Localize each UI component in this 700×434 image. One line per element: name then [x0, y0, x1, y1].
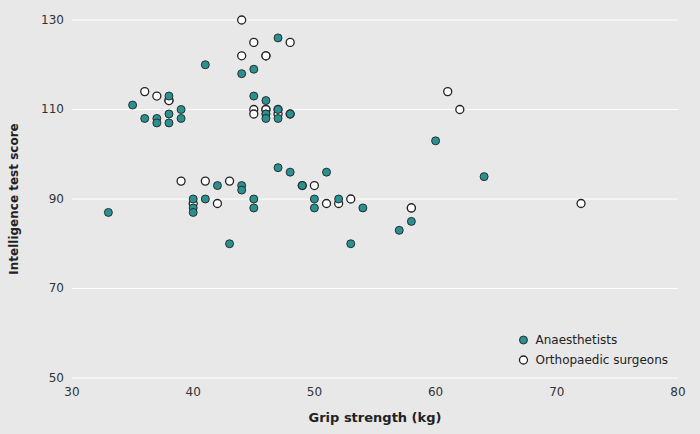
- point: [286, 38, 294, 46]
- point: [226, 177, 234, 185]
- x-tick-label: 30: [64, 385, 79, 399]
- point: [310, 182, 318, 190]
- y-axis-label: Intelligence test score: [7, 123, 21, 274]
- point: [310, 195, 318, 203]
- point: [177, 106, 185, 114]
- point: [238, 52, 246, 60]
- point: [444, 88, 452, 96]
- point: [141, 88, 149, 96]
- point: [274, 164, 282, 172]
- legend-label: Anaesthetists: [535, 333, 617, 347]
- point: [407, 204, 415, 212]
- x-axis-label: Grip strength (kg): [309, 410, 442, 425]
- point: [153, 92, 161, 100]
- point: [347, 240, 355, 248]
- point: [407, 204, 415, 212]
- point: [201, 177, 209, 185]
- chart: 50 70 90 110 130 30 40 50 60 70 80 Grip strength (k…: [0, 0, 700, 434]
- point: [250, 204, 258, 212]
- point: [323, 199, 331, 207]
- x-tick-label: 80: [670, 385, 685, 399]
- legend-marker: [519, 356, 527, 364]
- grid-line: [72, 109, 678, 110]
- y-tick-label: 130: [41, 13, 64, 27]
- point: [250, 92, 258, 100]
- y-tick-label: 70: [49, 281, 64, 295]
- point: [274, 106, 282, 114]
- point: [286, 110, 294, 118]
- series: [104, 34, 488, 248]
- point: [432, 137, 440, 145]
- point: [238, 186, 246, 194]
- point: [480, 173, 488, 181]
- x-tick-label: 40: [186, 385, 201, 399]
- point: [407, 217, 415, 225]
- point: [262, 52, 270, 60]
- legend-marker: [519, 336, 527, 344]
- x-tick-label: 70: [549, 385, 564, 399]
- point: [250, 65, 258, 73]
- point: [129, 101, 137, 109]
- point: [286, 168, 294, 176]
- point: [347, 195, 355, 203]
- point: [298, 182, 306, 190]
- point: [335, 195, 343, 203]
- point: [165, 92, 173, 100]
- series: [141, 16, 585, 212]
- y-tick-label: 90: [49, 192, 64, 206]
- legend-label: Orthopaedic surgeons: [535, 353, 668, 367]
- point: [153, 119, 161, 127]
- point: [165, 119, 173, 127]
- point: [286, 110, 294, 118]
- point: [395, 226, 403, 234]
- point: [226, 240, 234, 248]
- y-tick-label: 110: [41, 102, 64, 116]
- point: [141, 114, 149, 122]
- point: [238, 16, 246, 24]
- point: [262, 52, 270, 60]
- point: [238, 70, 246, 78]
- point: [262, 97, 270, 105]
- background: [0, 0, 700, 434]
- point: [250, 110, 258, 118]
- point: [165, 110, 173, 118]
- point: [104, 208, 112, 216]
- point: [189, 208, 197, 216]
- point: [274, 106, 282, 114]
- point: [274, 34, 282, 42]
- point: [177, 114, 185, 122]
- plot-area: [104, 16, 585, 248]
- grid: [72, 20, 678, 378]
- point: [274, 114, 282, 122]
- point: [201, 195, 209, 203]
- point: [189, 195, 197, 203]
- grid-line: [72, 288, 678, 289]
- point: [213, 182, 221, 190]
- y-tick-label: 50: [49, 371, 64, 385]
- point: [323, 168, 331, 176]
- legend: Anaesthetists Orthopaedic surgeons: [519, 333, 668, 367]
- point: [298, 182, 306, 190]
- point: [262, 114, 270, 122]
- point: [359, 204, 367, 212]
- point: [250, 38, 258, 46]
- grid-line: [72, 20, 678, 21]
- x-tick-label: 60: [428, 385, 443, 399]
- point: [456, 106, 464, 114]
- point: [310, 204, 318, 212]
- point: [577, 199, 585, 207]
- grid-line: [72, 199, 678, 200]
- x-tick-label: 50: [307, 385, 322, 399]
- grid-line: [72, 378, 678, 379]
- point: [177, 177, 185, 185]
- point: [201, 61, 209, 69]
- point: [250, 195, 258, 203]
- point: [213, 199, 221, 207]
